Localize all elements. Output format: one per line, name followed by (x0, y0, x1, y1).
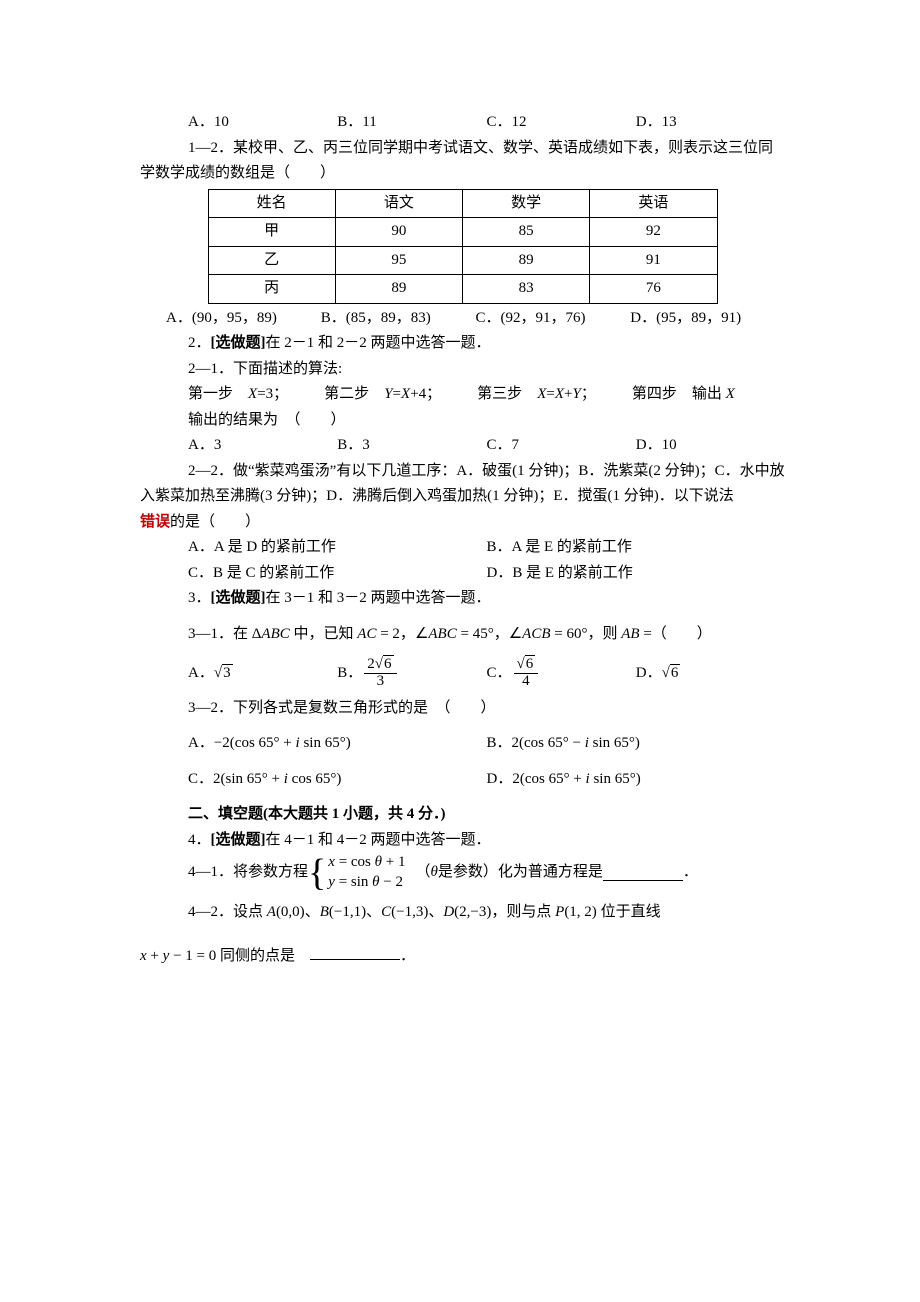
q2-2-options: A．A 是 D 的紧前工作 B．A 是 E 的紧前工作 C．B 是 C 的紧前工… (140, 535, 785, 586)
q3-2-stem: 3—2．下列各式是复数三角形式的是 （ ） (140, 696, 785, 722)
q2-2-stem-tail: 错误的是（ ） (140, 510, 785, 536)
q1-opt-b: B．11 (337, 110, 486, 136)
table-row: 乙 95 89 91 (208, 246, 717, 275)
q3-1-opt-a: A． √3 (188, 661, 337, 687)
fill-blank[interactable] (310, 944, 400, 960)
q3-2-opt-a: A．−2(cos 65° + i sin 65°) (188, 731, 487, 757)
q2-2-opt-b: B．A 是 E 的紧前工作 (487, 535, 786, 561)
th-name: 姓名 (208, 189, 335, 218)
table-header-row: 姓名 语文 数学 英语 (208, 189, 717, 218)
q2-1-options: A．3 B．3 C．7 D．10 (140, 433, 785, 459)
q2-1-opt-a: A．3 (188, 433, 337, 459)
q2-head: 2．[选做题]在 2－1 和 2－2 两题中选答一题． (140, 331, 785, 357)
q3-2-options: A．−2(cos 65° + i sin 65°) B．2(cos 65° − … (140, 731, 785, 792)
table-row: 丙 89 83 76 (208, 275, 717, 304)
scores-table: 姓名 语文 数学 英语 甲 90 85 92 乙 95 89 91 丙 89 8… (208, 189, 718, 304)
q3-2-opt-c: C．2(sin 65° + i cos 65°) (188, 767, 487, 793)
q1-opt-c: C．12 (487, 110, 636, 136)
q1-opt-a: A．10 (188, 110, 337, 136)
q3-1-stem: 3—1．在 ΔABC 中，已知 AC = 2，∠ABC = 45°，∠ACB =… (140, 622, 785, 648)
q2-2-opt-c: C．B 是 C 的紧前工作 (188, 561, 487, 587)
q3-head: 3．[选做题]在 3－1 和 3－2 两题中选答一题． (140, 586, 785, 612)
q1-opt-d: D．13 (636, 110, 785, 136)
q1-2-opt-c: C．(92，91，76) (476, 306, 631, 332)
th-chinese: 语文 (335, 189, 462, 218)
q2-2-opt-d: D．B 是 E 的紧前工作 (487, 561, 786, 587)
q2-2-stem: 2—2．做“紫菜鸡蛋汤”有以下几道工序：A．破蛋(1 分钟)；B．洗紫菜(2 分… (140, 459, 785, 510)
q4-2-line2: x + y − 1 = 0 同侧的点是 ． (140, 944, 785, 970)
q4-1: 4—1．将参数方程 { x = cos θ + 1 y = sin θ − 2 … (140, 853, 785, 892)
q2-1-stem: 2—1．下面描述的算法: (140, 357, 785, 383)
q3-1-opt-c: C． √6 4 (487, 657, 636, 690)
q3-1-opt-d: D． √6 (636, 661, 785, 687)
q2-1-steps: 第一步 X=3； 第二步 Y=X+4； 第三步 X=X+Y； 第四步 输出 X (140, 382, 785, 408)
q1-2-stem: 1—2．某校甲、乙、丙三位同学期中考试语文、数学、英语成绩如下表，则表示这三位同… (140, 136, 785, 187)
q3-1-options: A． √3 B． 2√6 3 C． √6 4 D． √6 (140, 657, 785, 690)
q1-2-opt-a: A．(90，95，89) (166, 306, 321, 332)
q1-2-opt-d: D．(95，89，91) (630, 306, 785, 332)
q1-2-opt-b: B．(85，89，83) (321, 306, 476, 332)
q1-2-options: A．(90，95，89) B．(85，89，83) C．(92，91，76) D… (140, 306, 785, 332)
q2-1-opt-c: C．7 (487, 433, 636, 459)
q2-1-output: 输出的结果为 （ ） (140, 408, 785, 434)
piecewise-brace: { x = cos θ + 1 y = sin θ − 2 (308, 853, 405, 892)
brace-icon: { (308, 854, 326, 892)
q3-2-opt-d: D．2(cos 65° + i sin 65°) (487, 767, 786, 793)
q4-2-line1: 4—2．设点 A(0,0)、B(−1,1)、C(−1,3)、D(2,−3)，则与… (140, 900, 785, 926)
section-2-heading: 二、填空题(本大题共 1 小题，共 4 分．) (140, 802, 785, 828)
table-row: 甲 90 85 92 (208, 218, 717, 247)
q1-options: A．10 B．11 C．12 D．13 (140, 110, 785, 136)
th-math: 数学 (463, 189, 590, 218)
th-english: 英语 (590, 189, 717, 218)
q3-2-opt-b: B．2(cos 65° − i sin 65°) (487, 731, 786, 757)
q2-1-opt-b: B．3 (337, 433, 486, 459)
emphasis-text: 错误 (140, 514, 170, 530)
q3-1-opt-b: B． 2√6 3 (337, 657, 486, 690)
q4-head: 4．[选做题]在 4－1 和 4－2 两题中选答一题． (140, 828, 785, 854)
q2-2-opt-a: A．A 是 D 的紧前工作 (188, 535, 487, 561)
q2-1-opt-d: D．10 (636, 433, 785, 459)
fill-blank[interactable] (603, 865, 683, 881)
